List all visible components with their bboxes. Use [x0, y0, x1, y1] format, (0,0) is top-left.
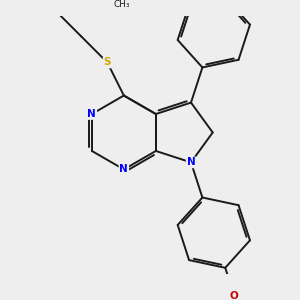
Text: N: N — [187, 158, 195, 167]
Text: N: N — [88, 109, 96, 119]
Text: S: S — [103, 58, 111, 68]
Text: CH₃: CH₃ — [114, 0, 130, 9]
Text: O: O — [230, 291, 239, 300]
Text: N: N — [119, 164, 128, 174]
